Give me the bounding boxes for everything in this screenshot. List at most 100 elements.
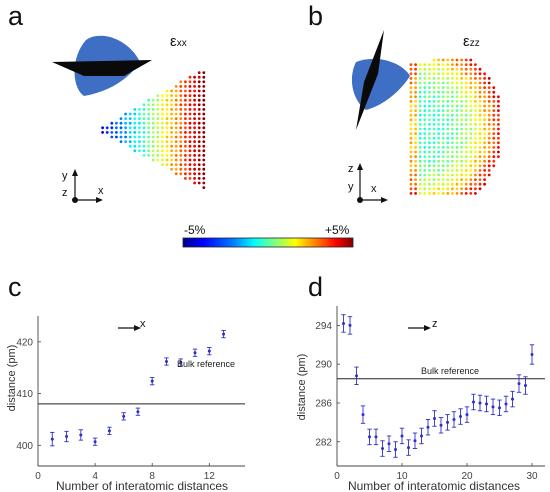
- strain-atom: [119, 140, 123, 144]
- strain-atom: [197, 94, 201, 97]
- strain-atom: [174, 112, 178, 116]
- strain-atom: [423, 155, 427, 159]
- strain-atom: [138, 131, 141, 134]
- strain-atom: [437, 187, 440, 191]
- strain-atom: [451, 86, 454, 89]
- strain-atom: [414, 127, 417, 131]
- strain-atom: [193, 126, 197, 130]
- strain-atom: [451, 132, 454, 136]
- strain-atom: [110, 126, 114, 130]
- y-tick-label: 286: [315, 398, 332, 409]
- strain-atom: [147, 140, 151, 144]
- strain-atom: [142, 112, 146, 116]
- strain-atom: [460, 123, 463, 126]
- strain-atom: [464, 164, 468, 168]
- strain-atom: [409, 67, 413, 71]
- strain-atom: [483, 109, 486, 112]
- strain-atom: [437, 100, 440, 103]
- strain-atom: [469, 146, 473, 149]
- strain-atom: [409, 178, 413, 182]
- strain-atom: [428, 81, 431, 85]
- strain-atom: [138, 126, 141, 130]
- strain-atom: [464, 113, 468, 117]
- x-tick-label: 4: [92, 471, 98, 482]
- strain-atom: [455, 141, 459, 145]
- data-point: [136, 410, 140, 414]
- strain-atom: [451, 150, 454, 154]
- strain-atom: [446, 146, 450, 149]
- strain-atom: [151, 135, 155, 139]
- strain-atom: [193, 121, 197, 125]
- strain-atom: [451, 95, 454, 99]
- strain-atom: [428, 95, 431, 99]
- strain-atom: [437, 178, 440, 182]
- strain-atom: [188, 98, 192, 102]
- strain-atom: [197, 172, 201, 176]
- strain-atom: [460, 63, 463, 66]
- strain-atom: [193, 80, 197, 84]
- strain-atom: [197, 108, 201, 111]
- strain-atom: [469, 132, 473, 136]
- strain-atom: [460, 141, 463, 145]
- strain-atom: [156, 126, 160, 130]
- strain-atom: [147, 121, 151, 125]
- strain-atom: [184, 177, 187, 180]
- strain-atom: [418, 118, 422, 122]
- strain-atom: [414, 132, 417, 136]
- y-tick-label: 420: [16, 337, 33, 348]
- strain-atom: [423, 146, 427, 149]
- strain-atom: [165, 98, 169, 102]
- strain-atom: [188, 112, 192, 116]
- strain-atom: [179, 117, 183, 120]
- strain-atom: [455, 118, 459, 122]
- strain-atom: [478, 182, 482, 186]
- strain-atom: [432, 192, 436, 195]
- strain-atom: [165, 140, 169, 144]
- strain-atom: [437, 150, 440, 154]
- strain-atom: [142, 149, 146, 153]
- data-point: [413, 439, 417, 443]
- strain-atom: [197, 80, 201, 84]
- strain-atom: [414, 155, 417, 159]
- strain-atom: [151, 98, 155, 102]
- strain-atom: [193, 108, 197, 111]
- strain-atom: [428, 155, 431, 159]
- strain-atom: [133, 135, 137, 139]
- strain-atom: [165, 144, 169, 148]
- strain-atom: [161, 112, 164, 116]
- strain-atom: [451, 146, 454, 149]
- strain-atom: [156, 140, 160, 144]
- strain-atom: [202, 75, 206, 79]
- strain-atom: [418, 182, 422, 186]
- strain-atom: [202, 89, 206, 93]
- strain-atom: [202, 144, 206, 148]
- strain-atom: [441, 100, 445, 103]
- strain-atom: [115, 135, 118, 139]
- strain-atom: [418, 77, 422, 80]
- strain-atom: [418, 100, 422, 103]
- strain-atom: [193, 75, 197, 79]
- strain-atom: [428, 150, 431, 154]
- strain-atom: [483, 141, 486, 145]
- data-point: [433, 416, 436, 420]
- strain-atom: [161, 149, 164, 153]
- strain-atom: [455, 155, 459, 159]
- strain-atom: [474, 109, 477, 112]
- strain-atom: [432, 63, 436, 66]
- direction-arrow-d: [408, 325, 431, 331]
- strain-atom: [474, 67, 477, 71]
- strain-atom: [423, 182, 427, 186]
- strain-atom: [478, 178, 482, 182]
- strain-atom: [432, 182, 436, 186]
- strain-atom: [165, 126, 169, 130]
- strain-atom: [409, 146, 413, 149]
- strain-atom: [469, 77, 473, 80]
- strain-atom: [170, 163, 174, 167]
- strain-atom: [464, 173, 468, 177]
- strain-atom: [455, 109, 459, 112]
- strain-atom: [138, 135, 141, 139]
- strain-atom: [414, 67, 417, 71]
- strain-atom: [497, 123, 500, 126]
- strain-atom: [451, 182, 454, 186]
- strain-atom: [437, 109, 440, 112]
